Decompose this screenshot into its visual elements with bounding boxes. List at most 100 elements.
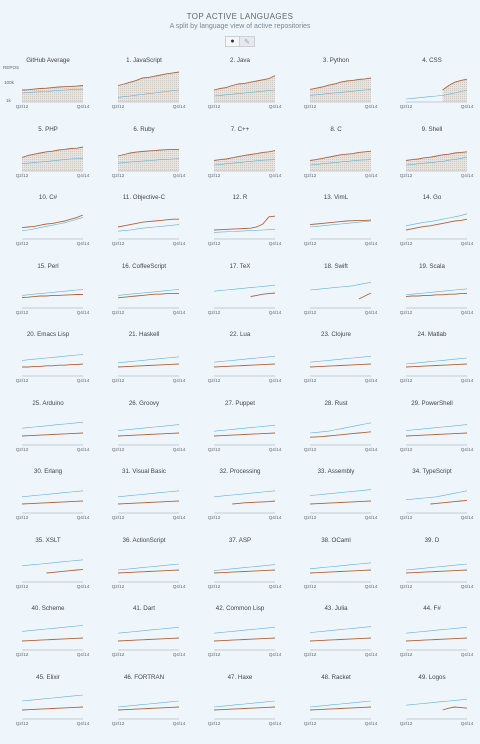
x-tick-label: Q2/12 — [208, 447, 221, 452]
chart-cell[interactable]: 21. Haskell Q2/12 Q4/14 — [96, 328, 192, 396]
sparkline-chart: Q2/12 Q4/14 — [208, 424, 282, 452]
total-series-line — [309, 626, 372, 633]
x-tick-label: Q2/12 — [400, 652, 413, 657]
chart-cell[interactable]: 12. R Q2/12 Q4/14 — [192, 191, 288, 259]
chart-cell[interactable]: 20. Emacs Lisp Q2/12 Q4/14 — [0, 328, 96, 396]
chart-cell[interactable]: 5. PHP Q2/12 Q4/14 — [0, 123, 96, 191]
chart-cell[interactable]: 24. Matlab Q2/12 Q4/14 — [384, 328, 480, 396]
chart-title: 36. ActionScript — [122, 536, 166, 544]
active-area — [214, 150, 275, 171]
active-series-line — [117, 218, 179, 228]
active-series-line — [405, 569, 468, 573]
sparkline-chart: Q2/12 Q4/14 — [16, 288, 90, 315]
chart-cell[interactable]: 39. D Q2/12 Q4/14 — [384, 534, 480, 602]
x-tick-label: Q4/14 — [461, 721, 474, 726]
chart-cell[interactable]: 30. Erlang Q2/12 Q4/14 — [0, 465, 96, 533]
chart-cell[interactable]: 27. Puppet Q2/12 Q4/14 — [192, 397, 288, 465]
chart-cell[interactable]: 38. OCaml Q2/12 Q4/14 — [288, 534, 384, 602]
chart-cell[interactable]: 33. Assembly Q2/12 Q4/14 — [288, 465, 384, 533]
sparkline-chart: Q2/12 Q4/14 — [208, 626, 282, 657]
chart-title: GitHub Average — [26, 57, 70, 64]
chart-cell[interactable]: 9. Shell Q2/12 Q4/14 — [384, 123, 480, 191]
total-series-line — [405, 698, 468, 705]
chart-cell[interactable]: 49. Logos Q2/12 Q4/14 — [384, 671, 480, 739]
chart-cell[interactable]: 32. Processing Q2/12 Q4/14 — [192, 465, 288, 533]
chart-cell[interactable]: 6. Ruby Q2/12 Q4/14 — [96, 123, 192, 191]
chart-cell[interactable]: 34. TypeScript Q2/12 Q4/14 — [384, 465, 480, 533]
x-tick-label: Q2/12 — [16, 721, 29, 726]
chart-cell[interactable]: GitHub Average Q2/12 Q4/14 REPOS 100k 1k — [0, 54, 96, 122]
drop-icon[interactable]: ● — [225, 36, 240, 47]
total-series-line — [405, 213, 468, 227]
chart-cell[interactable]: 16. CoffeeScript Q2/12 Q4/14 — [96, 260, 192, 328]
chart-title: 44. F# — [423, 605, 441, 612]
active-area — [406, 151, 467, 171]
x-tick-label: Q4/14 — [365, 584, 378, 589]
chart-title: 26. Groovy — [128, 399, 160, 407]
chart-cell[interactable]: 11. Objective-C Q2/12 Q4/14 — [96, 191, 192, 259]
chart-cell[interactable]: 10. C# Q2/12 Q4/14 — [0, 191, 96, 259]
active-series-line — [358, 292, 372, 299]
sparkline-chart: Q2/12 Q4/14 — [112, 356, 186, 383]
total-series-line — [213, 284, 276, 291]
chart-cell[interactable]: 1. JavaScript Q2/12 Q4/14 — [96, 54, 192, 122]
chart-title: 2. Java — [230, 57, 250, 64]
chart-cell[interactable]: 43. Julia Q2/12 Q4/14 — [288, 602, 384, 670]
sparkline-chart: Q2/12 Q4/14 — [400, 626, 474, 657]
chart-cell[interactable]: 22. Lua Q2/12 Q4/14 — [192, 328, 288, 396]
active-series-line — [405, 432, 468, 436]
chart-cell[interactable]: 4. CSS Q2/12 Q4/14 — [384, 54, 480, 122]
x-tick-label: Q2/12 — [112, 584, 125, 589]
chart-cell[interactable]: 23. Clojure Q2/12 Q4/14 — [288, 328, 384, 396]
x-tick-label: Q4/14 — [365, 241, 378, 246]
chart-cell[interactable]: 37. ASP Q2/12 Q4/14 — [192, 534, 288, 602]
chart-cell[interactable]: 45. Elixir Q2/12 Q4/14 — [0, 671, 96, 739]
active-series-line — [309, 150, 372, 161]
chart-cell[interactable]: 18. Swift Q2/12 Q4/14 — [288, 260, 384, 328]
sparkline-chart: Q2/12 Q4/14 — [208, 215, 282, 246]
total-series-line — [405, 89, 468, 100]
x-tick-label: Q2/12 — [400, 378, 413, 383]
chart-cell[interactable]: 35. XSLT Q2/12 Q4/14 — [0, 534, 96, 602]
chart-cell[interactable]: 31. Visual Basic Q2/12 Q4/14 — [96, 465, 192, 533]
chart-cell[interactable]: 2. Java Q2/12 Q4/14 — [192, 54, 288, 122]
sparkline-chart: Q2/12 Q4/14 — [208, 355, 282, 383]
chart-cell[interactable]: 8. C Q2/12 Q4/14 — [288, 123, 384, 191]
chart-title: 47. Haxe — [227, 673, 253, 681]
chart-cell[interactable]: 42. Common Lisp Q2/12 Q4/14 — [192, 602, 288, 670]
chart-cell[interactable]: 36. ActionScript Q2/12 Q4/14 — [96, 534, 192, 602]
active-series-line — [442, 706, 468, 710]
sparkline-chart: Q2/12 Q4/14 — [400, 213, 474, 246]
chart-cell[interactable]: 47. Haxe Q2/12 Q4/14 — [192, 671, 288, 739]
y-axis-label: REPOS — [3, 65, 19, 70]
active-series-line — [21, 432, 84, 436]
chart-cell[interactable]: 7. C++ Q2/12 Q4/14 — [192, 123, 288, 191]
chart-cell[interactable]: 29. PowerShell Q2/12 Q4/14 — [384, 397, 480, 465]
x-tick-label: Q2/12 — [400, 515, 413, 520]
sparkline-chart: Q2/12 Q4/14 — [16, 146, 90, 178]
chart-cell[interactable]: 44. F# Q2/12 Q4/14 — [384, 602, 480, 670]
pencil-icon[interactable]: ✎ — [240, 36, 255, 47]
sparkline-chart: Q2/12 Q4/14 — [400, 563, 474, 589]
chart-cell[interactable]: 41. Dart Q2/12 Q4/14 — [96, 602, 192, 670]
x-tick-label: Q4/14 — [77, 584, 90, 589]
sparkline-chart: Q2/12 Q4/14 — [304, 422, 378, 452]
chart-cell[interactable]: 25. Arduino Q2/12 Q4/14 — [0, 397, 96, 465]
active-series-line — [309, 637, 372, 642]
chart-cell[interactable]: 14. Go Q2/12 Q4/14 — [384, 191, 480, 259]
chart-title: 17. TeX — [229, 262, 251, 270]
chart-cell[interactable]: 46. FORTRAN Q2/12 Q4/14 — [96, 671, 192, 739]
chart-cell[interactable]: 28. Rust Q2/12 Q4/14 — [288, 397, 384, 465]
chart-cell[interactable]: 13. VimL Q2/12 Q4/14 — [288, 191, 384, 259]
total-series-line — [213, 89, 276, 97]
chart-cell[interactable]: 40. Scheme Q2/12 Q4/14 — [0, 602, 96, 670]
x-tick-label: Q4/14 — [269, 310, 282, 315]
chart-cell[interactable]: 3. Python Q2/12 Q4/14 — [288, 54, 384, 122]
chart-cell[interactable]: 15. Perl Q2/12 Q4/14 — [0, 260, 96, 328]
chart-cell[interactable]: 17. TeX Q2/12 Q4/14 — [192, 260, 288, 328]
sparkline-chart: Q2/12 Q4/14 — [112, 148, 186, 178]
chart-cell[interactable]: 26. Groovy Q2/12 Q4/14 — [96, 397, 192, 465]
chart-cell[interactable]: 19. Scala Q2/12 Q4/14 — [384, 260, 480, 328]
x-tick-label: Q4/14 — [77, 515, 90, 520]
chart-cell[interactable]: 48. Racket Q2/12 Q4/14 — [288, 671, 384, 739]
